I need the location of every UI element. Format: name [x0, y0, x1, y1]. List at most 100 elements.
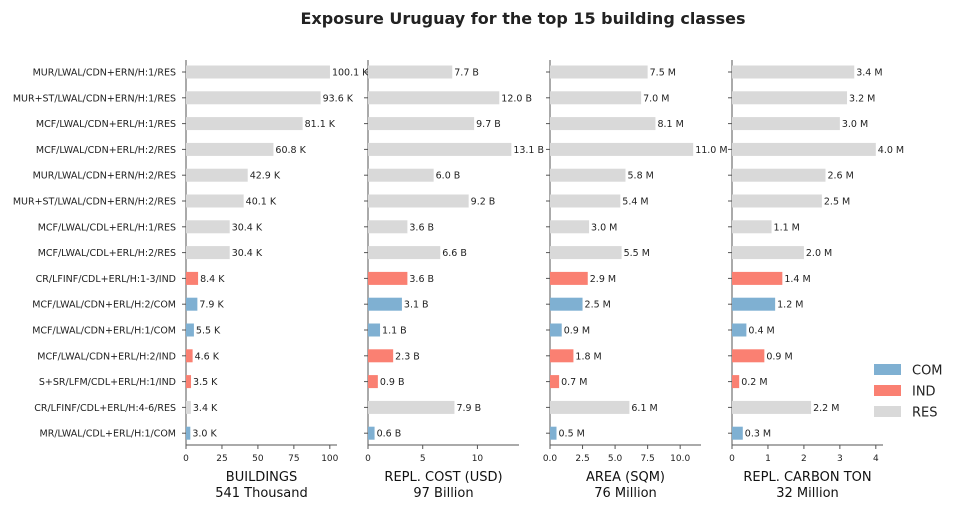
bar-value-label: 3.4 K: [193, 403, 218, 414]
bar-com: [368, 297, 402, 311]
x-axis-total: 76 Million: [594, 486, 657, 501]
bar-com: [186, 323, 194, 337]
panel-4: 0 1 2 3 4 3.4 M 3.2 M 3.0 M 4.0 M 2.6 M 2.5 M 1.1 M…: [728, 60, 904, 501]
bar-value-label: 7.5 M: [650, 68, 676, 79]
x-tick-label: 50: [252, 454, 264, 464]
x-tick-label: 4: [873, 454, 879, 464]
bar-res: [732, 168, 826, 182]
x-axis-label: BUILDINGS: [226, 470, 297, 485]
bar-value-label: 6.0 B: [436, 171, 461, 182]
bar-ind: [732, 375, 740, 389]
bar-value-label: 0.2 M: [741, 377, 767, 388]
x-tick-label: 7.5: [640, 454, 654, 464]
bar-value-label: 7.9 K: [199, 300, 224, 311]
bar-value-label: 1.1 M: [774, 222, 800, 233]
bar-value-label: 6.6 B: [442, 248, 467, 259]
bar-com: [368, 426, 375, 440]
bar-com: [550, 297, 583, 311]
bar-res: [368, 400, 455, 414]
x-tick-label: 25: [216, 454, 227, 464]
bar-value-label: 1.8 M: [575, 351, 601, 362]
bar-res: [368, 117, 475, 131]
bar-value-label: 0.9 M: [564, 326, 590, 337]
bar-value-label: 40.1 K: [246, 197, 277, 208]
bar-value-label: 0.9 M: [766, 351, 792, 362]
bar-value-label: 0.9 B: [380, 377, 405, 388]
x-tick-label: 10.0: [670, 454, 690, 464]
bar-res: [550, 91, 642, 105]
category-label: MUR/LWAL/CDN+ERN/H:2/RES: [33, 171, 176, 182]
bar-value-label: 2.9 M: [590, 274, 616, 285]
x-tick-label: 1: [765, 454, 771, 464]
bar-value-label: 3.0 M: [842, 119, 868, 130]
panel-3: 0.0 2.5 5.0 7.5 10.0 7.5 M 7.0 M 8.1 M 11.0 M 5.8…: [543, 60, 728, 501]
legend-swatch-com: [874, 364, 901, 375]
bar-value-label: 81.1 K: [305, 119, 336, 130]
bar-com: [550, 426, 557, 440]
bar-res: [550, 168, 626, 182]
bar-value-label: 13.1 B: [513, 145, 544, 156]
x-tick-label: 5.0: [608, 454, 623, 464]
x-axis-label: REPL. CARBON TON: [743, 470, 871, 485]
bar-value-label: 2.5 M: [824, 197, 850, 208]
category-labels: MUR/LWAL/CDN+ERN/H:1/RES MUR+ST/LWAL/CDN+…: [13, 68, 176, 440]
bar-value-label: 5.4 M: [622, 197, 648, 208]
bar-value-label: 7.7 B: [454, 68, 479, 79]
bar-ind: [186, 375, 192, 389]
bar-ind: [550, 349, 574, 363]
bar-res: [186, 246, 230, 260]
bar-value-label: 1.4 M: [784, 274, 810, 285]
x-tick-label: 75: [288, 454, 299, 464]
category-label: MCF/LWAL/CDN+ERL/H:2/COM: [32, 300, 176, 311]
bar-value-label: 3.1 B: [404, 300, 429, 311]
bar-value-label: 7.9 B: [456, 403, 481, 414]
bar-value-label: 5.5 K: [196, 326, 221, 337]
bar-value-label: 3.6 B: [409, 222, 434, 233]
bar-ind: [186, 349, 193, 363]
bar-value-label: 5.8 M: [628, 171, 654, 182]
bar-res: [186, 117, 303, 131]
bar-com: [550, 323, 562, 337]
bar-value-label: 12.0 B: [501, 93, 532, 104]
x-tick-label: 100: [321, 454, 338, 464]
bar-res: [186, 400, 191, 414]
bar-res: [550, 142, 694, 156]
bar-value-label: 30.4 K: [232, 222, 263, 233]
bar-res: [550, 117, 656, 131]
bar-res: [368, 142, 512, 156]
bar-res: [732, 220, 772, 234]
category-label: S+SR/LFM/CDL+ERL/H:1/IND: [39, 377, 176, 388]
bar-value-label: 3.4 M: [856, 68, 882, 79]
bar-value-label: 6.1 M: [631, 403, 657, 414]
x-tick-label: 0.0: [543, 454, 558, 464]
bar-res: [186, 168, 248, 182]
bar-com: [368, 323, 381, 337]
x-axis-label: REPL. COST (USD): [384, 470, 502, 485]
bar-value-label: 7.0 M: [643, 93, 669, 104]
bar-res: [368, 246, 441, 260]
bar-res: [732, 142, 876, 156]
category-label: MUR+ST/LWAL/CDN+ERN/H:1/RES: [13, 93, 176, 104]
bar-ind: [550, 271, 588, 285]
bar-res: [368, 168, 434, 182]
bar-value-label: 11.0 M: [695, 145, 727, 156]
x-axis-total: 97 Billion: [413, 486, 473, 501]
bar-value-label: 2.6 M: [827, 171, 853, 182]
bar-res: [732, 117, 840, 131]
bar-value-label: 3.2 M: [849, 93, 875, 104]
bar-value-label: 0.4 M: [748, 326, 774, 337]
bar-res: [368, 194, 469, 208]
bar-res: [186, 220, 230, 234]
category-label: MCF/LWAL/CDN+ERL/H:2/IND: [37, 351, 176, 362]
bar-value-label: 2.2 M: [813, 403, 839, 414]
bar-ind: [550, 375, 560, 389]
bar-res: [550, 65, 648, 79]
bar-res: [550, 400, 630, 414]
bar-res: [186, 142, 274, 156]
bar-value-label: 4.6 K: [195, 351, 220, 362]
bar-com: [186, 426, 191, 440]
x-tick-label: 3: [837, 454, 843, 464]
bar-value-label: 2.5 M: [585, 300, 611, 311]
